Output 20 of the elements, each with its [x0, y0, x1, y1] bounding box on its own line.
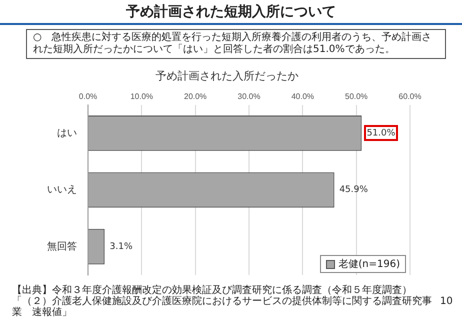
- text: 10: [440, 296, 453, 307]
- text: 予め計画された短期入所について: [125, 3, 337, 21]
- x-tick-label: 30.0%: [238, 92, 260, 102]
- y-tick-label: 無回答: [47, 240, 77, 252]
- x-tick-label: 60.0%: [398, 92, 422, 102]
- y-tick-label: はい: [57, 128, 77, 139]
- x-tick-label: 20.0%: [184, 92, 207, 102]
- x-tick-label: 40.0%: [291, 92, 314, 102]
- x-tick-label: 10.0%: [130, 92, 154, 102]
- y-tick-label: いいえ: [47, 184, 77, 196]
- x-tick-label: 0.0%: [78, 92, 98, 102]
- data-label: 51.0%: [366, 128, 396, 139]
- x-tick-label: 50.0%: [344, 92, 368, 102]
- legend-label: 老健(n=196): [338, 258, 400, 271]
- text: ○ 急性疾患に対する医療的処置を行った短期入所療養介護の利用者のうち、予め計画された短期入所だったかについて「はい」と回答した者の割合は51.0%であった。: [26, 29, 446, 59]
- text: 「（２）介護老人保健施設及び介護医療院におけるサービスの提供体制等に関する調査研究事業 速報値」: [12, 296, 433, 318]
- data-label: 45.9%: [339, 185, 368, 196]
- text: 【出典】令和３年度介護報酬改定の効果検証及び調査研究に係る調査（令和５年度調査）: [12, 285, 413, 296]
- data-label: 3.1%: [110, 242, 133, 252]
- chart-title: 予め計画された入所だったか: [156, 70, 298, 83]
